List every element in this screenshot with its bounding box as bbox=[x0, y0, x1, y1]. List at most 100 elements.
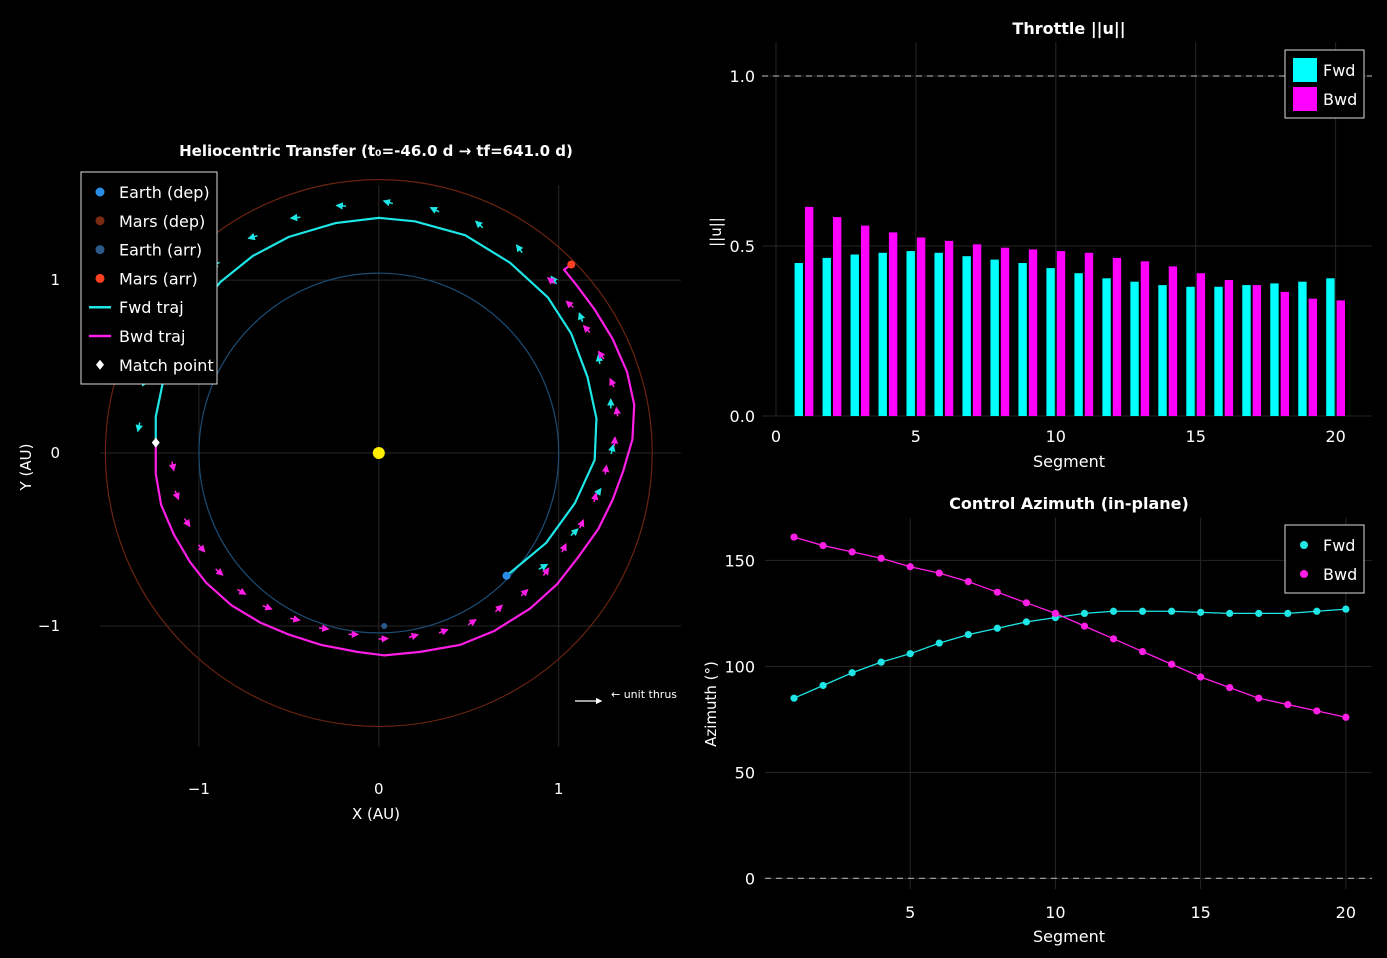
bwd-thrust-arrow bbox=[613, 406, 622, 417]
orbit-markers bbox=[151, 260, 576, 629]
bwd-thrust-arrow bbox=[183, 518, 191, 528]
bwd-azimuth-point bbox=[1080, 622, 1089, 630]
orbit-x-axis-label: X (AU) bbox=[352, 805, 400, 823]
bwd-throttle-bar bbox=[1196, 273, 1206, 416]
fwd-throttle-bar bbox=[1270, 283, 1279, 416]
orbit-legend-label: Earth (arr) bbox=[119, 241, 202, 260]
fwd-throttle-bar bbox=[1130, 281, 1139, 416]
orbit-legend-label: Mars (dep) bbox=[119, 212, 205, 231]
bwd-throttle-bar bbox=[972, 244, 982, 416]
azimuth-y-tick-label: 100 bbox=[724, 657, 755, 676]
bwd-thrust-arrow bbox=[582, 324, 591, 334]
azimuth-legend-swatch bbox=[1300, 541, 1308, 549]
bwd-throttle-bar bbox=[1000, 247, 1010, 416]
throttle-x-tick-label: 0 bbox=[771, 427, 781, 446]
bwd-thrust-arrow bbox=[215, 568, 224, 576]
sun-marker bbox=[372, 447, 385, 460]
orbit-legend-label: Bwd traj bbox=[119, 327, 185, 346]
orbit-legend-label: Mars (arr) bbox=[119, 269, 198, 288]
azimuth-series bbox=[790, 533, 1350, 721]
orbit-legend-swatch bbox=[95, 245, 105, 255]
fwd-azimuth-point bbox=[935, 639, 943, 647]
bwd-throttle-bar bbox=[1112, 257, 1122, 416]
fwd-azimuth-point bbox=[1080, 609, 1089, 618]
bwd-thrust-arrow bbox=[546, 276, 556, 285]
orbit-legend-label: Earth (dep) bbox=[119, 183, 210, 202]
bwd-azimuth-point bbox=[964, 578, 972, 586]
bwd-azimuth-point bbox=[1313, 707, 1321, 715]
bwd-thrust-arrow bbox=[318, 624, 330, 632]
bwd-thrust-arrow bbox=[609, 377, 617, 388]
throttle-y-tick-label: 0.5 bbox=[730, 237, 755, 256]
orbit-panel: Heliocentric Transfer (t₀=-46.0 d → tf=6… bbox=[17, 142, 681, 823]
fwd-azimuth-point bbox=[848, 669, 856, 677]
orbit-tick-labels: −1 0 1 −1 0 1 bbox=[38, 271, 564, 798]
bwd-thrust-arrow bbox=[290, 615, 301, 623]
bwd-thrust-arrow bbox=[565, 300, 574, 309]
orbit-legend-swatch bbox=[96, 359, 104, 370]
fwd-azimuth-point bbox=[1022, 618, 1030, 626]
bwd-azimuth-point bbox=[819, 541, 827, 550]
earth-orbit bbox=[198, 272, 560, 634]
throttle-tick-labels: 0 5 10 15 20 0.0 0.5 1.0 bbox=[730, 67, 1346, 446]
throttle-y-axis-label: ||u|| bbox=[707, 217, 725, 247]
fwd-thrust-arrow bbox=[515, 244, 524, 254]
fwd-thrust-arrow bbox=[247, 233, 258, 241]
azimuth-legend-label: Bwd bbox=[1323, 565, 1357, 584]
fwd-throttle-bar bbox=[934, 252, 943, 416]
bwd-azimuth-point bbox=[1342, 713, 1350, 721]
fwd-throttle-bar bbox=[1214, 286, 1223, 416]
fwd-azimuth-point bbox=[1197, 608, 1205, 616]
bwd-azimuth-line bbox=[793, 536, 1347, 718]
bwd-thrust-arrow bbox=[197, 544, 206, 553]
orbit-legend-swatch bbox=[95, 187, 105, 197]
orbit-y-tick-label: −1 bbox=[38, 617, 60, 635]
fwd-azimuth-point bbox=[1138, 607, 1147, 615]
fwd-azimuth-point bbox=[993, 624, 1001, 632]
bwd-azimuth-point bbox=[1284, 700, 1292, 709]
azimuth-legend-label: Fwd bbox=[1323, 536, 1355, 555]
orbit-legend: Earth (dep) Mars (dep) Earth (arr) Mars (ar… bbox=[80, 171, 218, 385]
bwd-azimuth-point bbox=[935, 569, 943, 577]
bwd-azimuth-point bbox=[848, 548, 856, 556]
orbit-y-tick-label: 1 bbox=[50, 271, 60, 289]
bwd-thrust-arrow bbox=[541, 567, 550, 576]
bwd-throttle-bar bbox=[804, 206, 814, 416]
fwd-thrust-arrow bbox=[570, 528, 579, 537]
bwd-throttle-bar bbox=[832, 217, 842, 416]
throttle-y-tick-label: 0.0 bbox=[730, 407, 755, 426]
bwd-throttle-bar bbox=[1224, 280, 1234, 416]
azimuth-y-tick-label: 0 bbox=[745, 869, 755, 888]
throttle-legend-swatch bbox=[1293, 87, 1317, 111]
throttle-panel: Throttle ||u|| Segment ||u|| 0 5 10 15 20 0.0… bbox=[707, 19, 1372, 471]
bwd-trajectory-line bbox=[154, 263, 636, 657]
fwd-throttle-bar bbox=[1102, 278, 1111, 416]
azimuth-panel: Control Azimuth (in-plane) Segment Azimu… bbox=[702, 494, 1372, 946]
bwd-azimuth-point bbox=[1022, 599, 1030, 607]
bwd-azimuth-point bbox=[1051, 609, 1060, 618]
azimuth-x-tick-label: 5 bbox=[905, 903, 915, 922]
orbit-y-axis-label: Y (AU) bbox=[17, 444, 35, 492]
bwd-azimuth-point bbox=[1197, 673, 1205, 681]
fwd-throttle-bar bbox=[1018, 263, 1027, 416]
throttle-x-tick-label: 5 bbox=[911, 427, 921, 446]
bwd-azimuth-point bbox=[1226, 684, 1234, 692]
bwd-throttle-bar bbox=[1336, 300, 1346, 416]
bwd-thrust-arrow bbox=[520, 588, 529, 597]
bwd-throttle-bar bbox=[1168, 266, 1178, 416]
mars-arr-marker bbox=[567, 260, 576, 269]
fwd-azimuth-point bbox=[819, 681, 827, 690]
orbit-panel-title: Heliocentric Transfer (t₀=-46.0 d → tf=6… bbox=[179, 142, 573, 160]
match-point-marker bbox=[151, 437, 160, 448]
bwd-thrust-arrow bbox=[408, 632, 420, 641]
fwd-thrust-arrow bbox=[289, 213, 301, 222]
bwd-azimuth-point bbox=[906, 563, 914, 571]
bwd-azimuth-point bbox=[1109, 635, 1118, 643]
bwd-throttle-bar bbox=[1028, 249, 1038, 416]
bwd-thrust-arrow bbox=[237, 587, 247, 595]
bwd-azimuth-point bbox=[790, 533, 798, 541]
azimuth-y-axis-label: Azimuth (°) bbox=[702, 661, 720, 747]
azimuth-legend-box bbox=[1284, 524, 1365, 594]
fwd-thrust-arrow bbox=[474, 220, 484, 229]
